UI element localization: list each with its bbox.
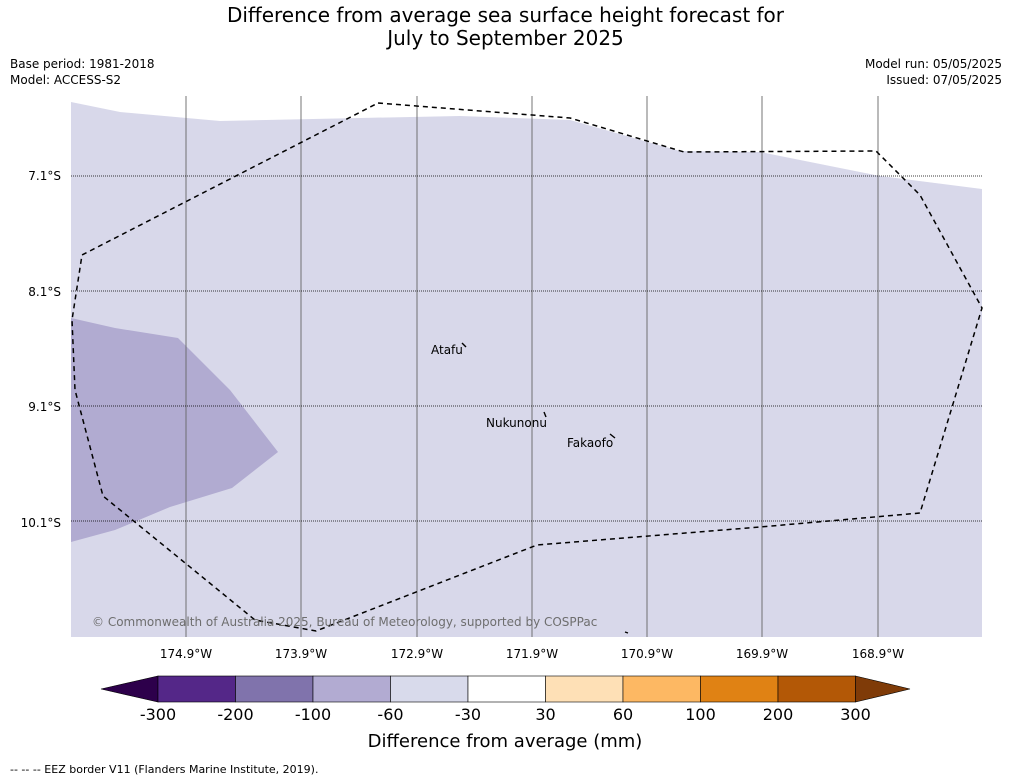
colorbar-ticks: -300 -200 -100 -60 -30 30 60 100 200 300 xyxy=(140,705,871,724)
meta-left: Base period: 1981-2018 Model: ACCESS-S2 xyxy=(10,56,155,88)
ocean-fill xyxy=(71,102,982,637)
colorbar-tick-label: 60 xyxy=(613,705,633,724)
eez-border xyxy=(71,102,983,632)
lon-label: 170.9°W xyxy=(621,647,673,661)
colorbar-tick-label: -100 xyxy=(295,705,331,724)
title-line-2: July to September 2025 xyxy=(387,26,624,50)
fakaofo-atoll xyxy=(609,433,616,439)
lon-label: 174.9°W xyxy=(160,647,212,661)
colorbar-swatch xyxy=(777,675,856,703)
model-name: Model: ACCESS-S2 xyxy=(10,73,122,87)
place-label-fakaofo: Fakaofo xyxy=(567,436,613,450)
colorbar-swatch xyxy=(700,675,779,703)
issued-date: Issued: 07/05/2025 xyxy=(886,73,1002,87)
lat-label: 10.1°S xyxy=(21,516,61,530)
base-period: Base period: 1981-2018 xyxy=(10,57,155,71)
lat-label: 8.1°S xyxy=(28,285,61,299)
colorbar-extend-low xyxy=(100,675,159,703)
eez-legend-footer: -- -- -- EEZ border V11 (Flanders Marine… xyxy=(10,763,319,776)
colorbar xyxy=(100,675,911,703)
lon-label: 173.9°W xyxy=(275,647,327,661)
place-label-atafu: Atafu xyxy=(431,343,463,357)
lon-label: 169.9°W xyxy=(736,647,788,661)
place-labels: Atafu Nukunonu Fakaofo xyxy=(431,343,613,450)
colorbar-extend-high xyxy=(855,675,911,703)
colorbar-tick-label: -60 xyxy=(377,705,403,724)
colorbar-tick-label: 200 xyxy=(763,705,794,724)
colorbar-tick-label: -300 xyxy=(140,705,176,724)
copyright-notice: © Commonwealth of Australia 2025, Bureau… xyxy=(92,615,597,629)
colorbar-swatch xyxy=(312,675,391,703)
title-line-1: Difference from average sea surface heig… xyxy=(226,3,785,27)
colorbar-tick-label: 300 xyxy=(840,705,871,724)
meridians xyxy=(185,96,879,637)
colorbar-swatch xyxy=(390,675,469,703)
colorbar-swatch xyxy=(545,675,624,703)
small-islet xyxy=(624,631,629,634)
lon-label: 168.9°W xyxy=(852,647,904,661)
colorbar-swatch xyxy=(622,675,701,703)
lat-label: 9.1°S xyxy=(28,400,61,414)
meta-right: Model run: 05/05/2025 Issued: 07/05/2025 xyxy=(865,56,1002,88)
colorbar-tick-label: 30 xyxy=(535,705,555,724)
model-run: Model run: 05/05/2025 xyxy=(864,57,1002,71)
lat-label: 7.1°S xyxy=(28,169,61,183)
colorbar-tick-label: -30 xyxy=(455,705,481,724)
lon-label: 171.9°W xyxy=(506,647,558,661)
lon-label: 172.9°W xyxy=(391,647,443,661)
latitude-labels: 7.1°S 8.1°S 9.1°S 10.1°S xyxy=(21,169,61,530)
atafu-atoll xyxy=(461,342,467,348)
colorbar-swatch xyxy=(235,675,314,703)
place-label-nukunonu: Nukunonu xyxy=(486,416,547,430)
colorbar-swatch xyxy=(157,675,236,703)
colorbar-label: Difference from average (mm) xyxy=(368,731,643,752)
colorbar-tick-label: 100 xyxy=(685,705,716,724)
longitude-labels: 174.9°W 173.9°W 172.9°W 171.9°W 170.9°W … xyxy=(160,647,904,661)
islands xyxy=(461,342,629,634)
negative-anomaly-band xyxy=(71,318,278,542)
colorbar-swatch xyxy=(467,675,546,703)
map-title: Difference from average sea surface heig… xyxy=(0,4,1011,50)
colorbar-tick-label: -200 xyxy=(217,705,253,724)
nukunonu-atoll xyxy=(543,411,547,418)
